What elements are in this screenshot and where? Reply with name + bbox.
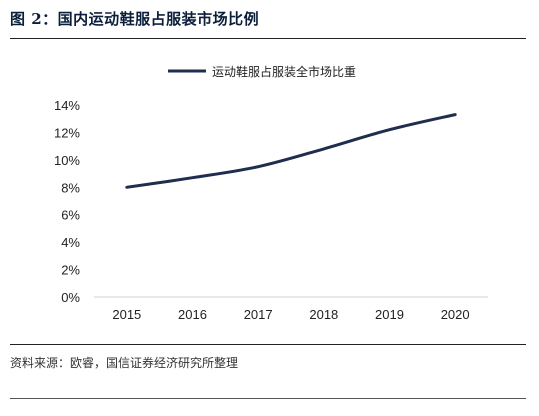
top-rule — [10, 38, 526, 39]
y-tick-label: 0% — [61, 290, 80, 305]
x-tick-label: 2018 — [309, 307, 338, 322]
series-layer — [125, 113, 457, 189]
x-tick-label: 2017 — [244, 307, 273, 322]
y-axis: 0% 2% 4% 6% 8% 10% 12% 14% — [54, 98, 80, 305]
series-line — [125, 113, 457, 189]
x-tick-label: 2019 — [375, 307, 404, 322]
y-tick-label: 8% — [61, 180, 80, 195]
source-note: 资料来源：欧睿，国信证券经济研究所整理 — [10, 356, 239, 370]
y-tick-label: 2% — [61, 263, 80, 278]
y-tick-label: 10% — [54, 153, 80, 168]
source-divider — [10, 344, 526, 345]
y-tick-label: 12% — [54, 125, 80, 140]
x-tick-label: 2020 — [441, 307, 470, 322]
bottom-rule — [10, 398, 526, 399]
x-tick-label: 2016 — [178, 307, 207, 322]
figure-title: 图 2：国内运动鞋服占服装市场比例 — [10, 10, 260, 28]
legend-label: 运动鞋服占服装全市场比重 — [212, 64, 356, 79]
line-chart: 运动鞋服占服装全市场比重 0%2%4%6%8%10%12%14% 2015 201… — [54, 64, 488, 322]
y-tick-label: 6% — [61, 208, 80, 223]
y-tick-label: 4% — [61, 235, 80, 250]
x-tick-label: 2015 — [112, 307, 141, 322]
x-axis: 2015 2016 2017 2018 2019 2020 — [112, 307, 469, 322]
y-tick-label: 14% — [54, 98, 80, 113]
chart-legend: 运动鞋服占服装全市场比重 — [168, 64, 356, 79]
